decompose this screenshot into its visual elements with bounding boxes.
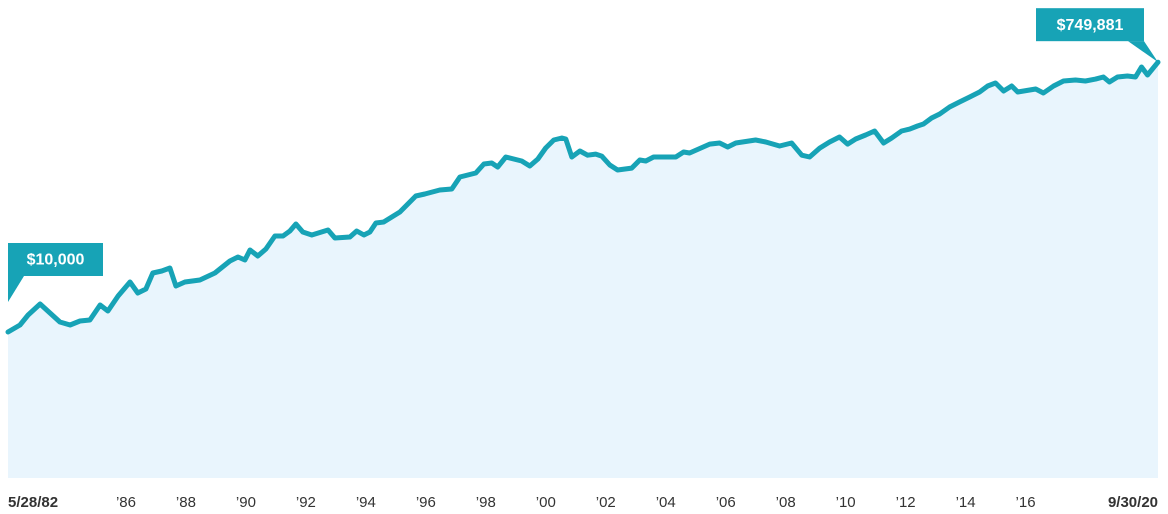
x-tick-label: ’04 <box>656 494 676 511</box>
x-tick-label: ’06 <box>716 494 736 511</box>
x-tick-label: ’88 <box>176 494 196 511</box>
x-tick-label: ’10 <box>836 494 856 511</box>
line <box>5 59 1161 335</box>
x-tick-label: ’94 <box>356 494 376 511</box>
x-tick-label: ’98 <box>476 494 496 511</box>
x-tick-label: ’08 <box>776 494 796 511</box>
callout-box <box>1036 8 1144 42</box>
callout-label: $749,881 <box>1057 17 1124 34</box>
callout-tail <box>8 275 24 302</box>
x-tick-label: ’12 <box>896 494 916 511</box>
x-tick-label: ’02 <box>596 494 616 511</box>
callout-box <box>8 242 103 276</box>
x-tick-label: ’92 <box>296 494 316 511</box>
x-tick-label: ’16 <box>1016 494 1036 511</box>
x-tick-label: ’90 <box>236 494 256 511</box>
x-tick-label: ’96 <box>416 494 436 511</box>
x-tick-label: 5/28/82 <box>8 494 58 511</box>
x-tick-label: ’00 <box>536 494 556 511</box>
x-tick-label: ’86 <box>116 494 136 511</box>
callout-label: $10,000 <box>27 252 85 269</box>
x-tick-label: 9/30/20 <box>1108 494 1158 511</box>
x-tick-label: ’14 <box>956 494 976 511</box>
area <box>8 62 1158 478</box>
callout-tail <box>1128 41 1158 63</box>
